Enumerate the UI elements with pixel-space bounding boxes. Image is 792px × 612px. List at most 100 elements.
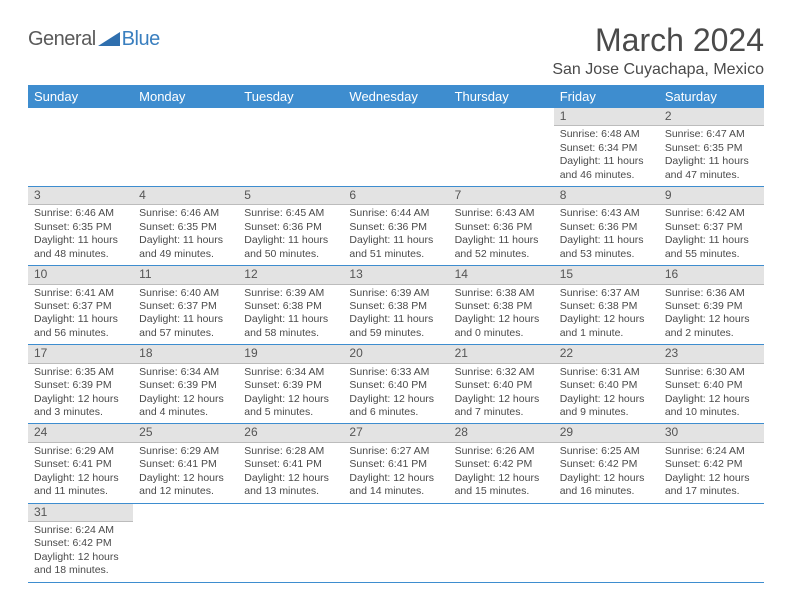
day-details: Sunrise: 6:34 AMSunset: 6:39 PMDaylight:… [133,364,238,424]
day-details: Sunrise: 6:39 AMSunset: 6:38 PMDaylight:… [238,285,343,345]
sunrise-line: Sunrise: 6:39 AM [349,287,442,300]
calendar-day-cell: 11Sunrise: 6:40 AMSunset: 6:37 PMDayligh… [133,266,238,345]
day-number: 15 [554,266,659,284]
day-details: Sunrise: 6:35 AMSunset: 6:39 PMDaylight:… [28,364,133,424]
calendar-day-cell [449,503,554,582]
sunset-line: Sunset: 6:36 PM [349,221,442,234]
calendar-day-cell [28,108,133,187]
day-number: 8 [554,187,659,205]
day-number: 26 [238,424,343,442]
sunrise-line: Sunrise: 6:47 AM [665,128,758,141]
calendar-day-cell: 24Sunrise: 6:29 AMSunset: 6:41 PMDayligh… [28,424,133,503]
sunrise-line: Sunrise: 6:35 AM [34,366,127,379]
daylight-line: Daylight: 11 hours and 50 minutes. [244,234,337,261]
day-details: Sunrise: 6:45 AMSunset: 6:36 PMDaylight:… [238,205,343,265]
sunset-line: Sunset: 6:37 PM [665,221,758,234]
day-number: 14 [449,266,554,284]
calendar-week-row: 10Sunrise: 6:41 AMSunset: 6:37 PMDayligh… [28,266,764,345]
day-number: 13 [343,266,448,284]
daylight-line: Daylight: 12 hours and 14 minutes. [349,472,442,499]
day-number: 16 [659,266,764,284]
calendar-day-cell: 19Sunrise: 6:34 AMSunset: 6:39 PMDayligh… [238,345,343,424]
sunset-line: Sunset: 6:36 PM [244,221,337,234]
sunset-line: Sunset: 6:39 PM [139,379,232,392]
sunset-line: Sunset: 6:42 PM [34,537,127,550]
day-details: Sunrise: 6:36 AMSunset: 6:39 PMDaylight:… [659,285,764,345]
day-details: Sunrise: 6:34 AMSunset: 6:39 PMDaylight:… [238,364,343,424]
sunset-line: Sunset: 6:41 PM [349,458,442,471]
day-details: Sunrise: 6:41 AMSunset: 6:37 PMDaylight:… [28,285,133,345]
sunrise-line: Sunrise: 6:39 AM [244,287,337,300]
sunrise-line: Sunrise: 6:38 AM [455,287,548,300]
calendar-day-cell: 18Sunrise: 6:34 AMSunset: 6:39 PMDayligh… [133,345,238,424]
sunrise-line: Sunrise: 6:26 AM [455,445,548,458]
day-details: Sunrise: 6:46 AMSunset: 6:35 PMDaylight:… [133,205,238,265]
day-number: 7 [449,187,554,205]
calendar-day-cell: 21Sunrise: 6:32 AMSunset: 6:40 PMDayligh… [449,345,554,424]
daylight-line: Daylight: 12 hours and 10 minutes. [665,393,758,420]
sunset-line: Sunset: 6:40 PM [665,379,758,392]
daylight-line: Daylight: 12 hours and 12 minutes. [139,472,232,499]
title-block: March 2024 San Jose Cuyachapa, Mexico [552,22,764,79]
day-details: Sunrise: 6:25 AMSunset: 6:42 PMDaylight:… [554,443,659,503]
daylight-line: Daylight: 12 hours and 1 minute. [560,313,653,340]
sunrise-line: Sunrise: 6:43 AM [455,207,548,220]
day-details: Sunrise: 6:39 AMSunset: 6:38 PMDaylight:… [343,285,448,345]
sunrise-line: Sunrise: 6:36 AM [665,287,758,300]
calendar-day-cell: 6Sunrise: 6:44 AMSunset: 6:36 PMDaylight… [343,187,448,266]
calendar-day-cell [238,503,343,582]
day-number: 30 [659,424,764,442]
daylight-line: Daylight: 11 hours and 55 minutes. [665,234,758,261]
calendar-day-cell: 17Sunrise: 6:35 AMSunset: 6:39 PMDayligh… [28,345,133,424]
calendar-day-cell: 8Sunrise: 6:43 AMSunset: 6:36 PMDaylight… [554,187,659,266]
calendar-day-cell [554,503,659,582]
daylight-line: Daylight: 12 hours and 16 minutes. [560,472,653,499]
day-number: 29 [554,424,659,442]
sunset-line: Sunset: 6:38 PM [244,300,337,313]
day-number: 3 [28,187,133,205]
sunrise-line: Sunrise: 6:41 AM [34,287,127,300]
calendar-header-row: SundayMondayTuesdayWednesdayThursdayFrid… [28,85,764,108]
sunrise-line: Sunrise: 6:29 AM [139,445,232,458]
sunset-line: Sunset: 6:37 PM [139,300,232,313]
daylight-line: Daylight: 11 hours and 56 minutes. [34,313,127,340]
calendar-page: General Blue March 2024 San Jose Cuyacha… [0,0,792,593]
daylight-line: Daylight: 12 hours and 5 minutes. [244,393,337,420]
calendar-day-cell: 16Sunrise: 6:36 AMSunset: 6:39 PMDayligh… [659,266,764,345]
day-details: Sunrise: 6:32 AMSunset: 6:40 PMDaylight:… [449,364,554,424]
day-details: Sunrise: 6:26 AMSunset: 6:42 PMDaylight:… [449,443,554,503]
calendar-day-cell [133,503,238,582]
day-number: 25 [133,424,238,442]
sunrise-line: Sunrise: 6:37 AM [560,287,653,300]
logo-triangle-icon [98,30,120,51]
sunset-line: Sunset: 6:40 PM [560,379,653,392]
daylight-line: Daylight: 12 hours and 4 minutes. [139,393,232,420]
day-number: 24 [28,424,133,442]
day-number: 11 [133,266,238,284]
day-number: 5 [238,187,343,205]
calendar-day-cell [238,108,343,187]
day-number: 17 [28,345,133,363]
sunset-line: Sunset: 6:36 PM [560,221,653,234]
day-details: Sunrise: 6:46 AMSunset: 6:35 PMDaylight:… [28,205,133,265]
weekday-header: Tuesday [238,85,343,108]
sunset-line: Sunset: 6:42 PM [665,458,758,471]
calendar-day-cell: 15Sunrise: 6:37 AMSunset: 6:38 PMDayligh… [554,266,659,345]
day-details: Sunrise: 6:27 AMSunset: 6:41 PMDaylight:… [343,443,448,503]
calendar-day-cell: 27Sunrise: 6:27 AMSunset: 6:41 PMDayligh… [343,424,448,503]
daylight-line: Daylight: 11 hours and 59 minutes. [349,313,442,340]
day-details: Sunrise: 6:37 AMSunset: 6:38 PMDaylight:… [554,285,659,345]
sunset-line: Sunset: 6:35 PM [139,221,232,234]
sunset-line: Sunset: 6:39 PM [665,300,758,313]
day-details: Sunrise: 6:47 AMSunset: 6:35 PMDaylight:… [659,126,764,186]
daylight-line: Daylight: 12 hours and 6 minutes. [349,393,442,420]
daylight-line: Daylight: 12 hours and 2 minutes. [665,313,758,340]
daylight-line: Daylight: 11 hours and 57 minutes. [139,313,232,340]
sunrise-line: Sunrise: 6:33 AM [349,366,442,379]
sunrise-line: Sunrise: 6:46 AM [34,207,127,220]
day-number: 23 [659,345,764,363]
calendar-week-row: 24Sunrise: 6:29 AMSunset: 6:41 PMDayligh… [28,424,764,503]
sunrise-line: Sunrise: 6:31 AM [560,366,653,379]
sunset-line: Sunset: 6:35 PM [34,221,127,234]
weekday-header: Sunday [28,85,133,108]
